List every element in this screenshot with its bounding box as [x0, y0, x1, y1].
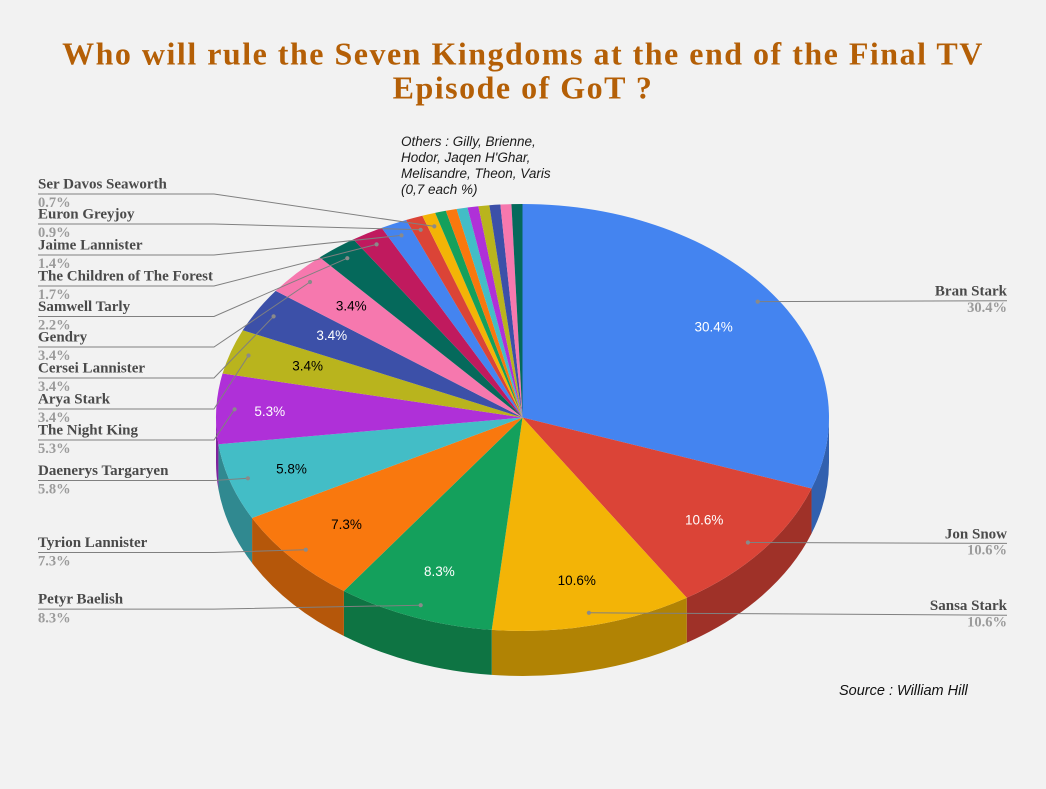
svg-text:Episode of GoT ?: Episode of GoT ? — [393, 70, 654, 106]
svg-text:Euron Greyjoy: Euron Greyjoy — [38, 207, 135, 223]
svg-text:Samwell Tarly: Samwell Tarly — [38, 299, 131, 315]
svg-text:7.3%: 7.3% — [38, 554, 71, 570]
svg-text:Melisandre, Theon, Varis: Melisandre, Theon, Varis — [401, 166, 551, 181]
svg-text:Sansa Stark: Sansa Stark — [930, 598, 1008, 614]
svg-text:8.3%: 8.3% — [38, 610, 71, 626]
svg-text:5.8%: 5.8% — [38, 482, 71, 498]
svg-text:0.9%: 0.9% — [38, 225, 71, 241]
svg-text:5.3%: 5.3% — [38, 441, 71, 457]
svg-text:Jaime Lannister: Jaime Lannister — [38, 238, 143, 254]
svg-text:3.4%: 3.4% — [336, 299, 367, 314]
svg-text:1.7%: 1.7% — [38, 287, 71, 303]
svg-text:0.7%: 0.7% — [38, 195, 71, 211]
svg-text:The Children of The Forest: The Children of The Forest — [38, 269, 213, 285]
svg-text:Others : Gilly, Brienne,: Others : Gilly, Brienne, — [401, 134, 536, 149]
svg-text:3.4%: 3.4% — [38, 348, 71, 364]
svg-text:Ser Davos Seaworth: Ser Davos Seaworth — [38, 177, 168, 193]
svg-text:Hodor, Jaqen H'Ghar,: Hodor, Jaqen H'Ghar, — [401, 150, 530, 165]
svg-text:1.4%: 1.4% — [38, 256, 71, 272]
svg-text:8.3%: 8.3% — [424, 564, 455, 579]
svg-text:30.4%: 30.4% — [694, 319, 732, 334]
svg-text:Cersei Lannister: Cersei Lannister — [38, 361, 145, 377]
svg-text:(0,7 each %): (0,7 each %) — [401, 182, 478, 197]
svg-text:7.3%: 7.3% — [331, 517, 362, 532]
svg-text:3.4%: 3.4% — [38, 410, 71, 426]
svg-text:10.6%: 10.6% — [558, 573, 596, 588]
svg-text:Jon Snow: Jon Snow — [945, 526, 1007, 542]
svg-text:30.4%: 30.4% — [967, 300, 1007, 316]
svg-text:Source : William Hill: Source : William Hill — [839, 683, 969, 699]
svg-text:Bran Stark: Bran Stark — [935, 284, 1008, 300]
svg-text:3.4%: 3.4% — [292, 359, 323, 374]
svg-text:Tyrion Lannister: Tyrion Lannister — [38, 535, 148, 551]
svg-text:Gendry: Gendry — [38, 330, 88, 346]
svg-text:10.6%: 10.6% — [685, 513, 723, 528]
svg-text:10.6%: 10.6% — [967, 615, 1007, 631]
svg-text:2.2%: 2.2% — [38, 318, 71, 334]
svg-text:The Night King: The Night King — [38, 423, 139, 439]
svg-text:Petyr Baelish: Petyr Baelish — [38, 592, 124, 608]
svg-text:Daenerys Targaryen: Daenerys Targaryen — [38, 463, 169, 479]
svg-text:3.4%: 3.4% — [38, 379, 71, 395]
svg-text:Who will rule the Seven Kingdo: Who will rule the Seven Kingdoms at the … — [62, 36, 984, 72]
svg-text:Arya Stark: Arya Stark — [38, 392, 111, 408]
svg-text:10.6%: 10.6% — [967, 543, 1007, 559]
svg-text:5.8%: 5.8% — [276, 461, 307, 476]
svg-text:3.4%: 3.4% — [316, 328, 347, 343]
svg-text:5.3%: 5.3% — [254, 404, 285, 419]
